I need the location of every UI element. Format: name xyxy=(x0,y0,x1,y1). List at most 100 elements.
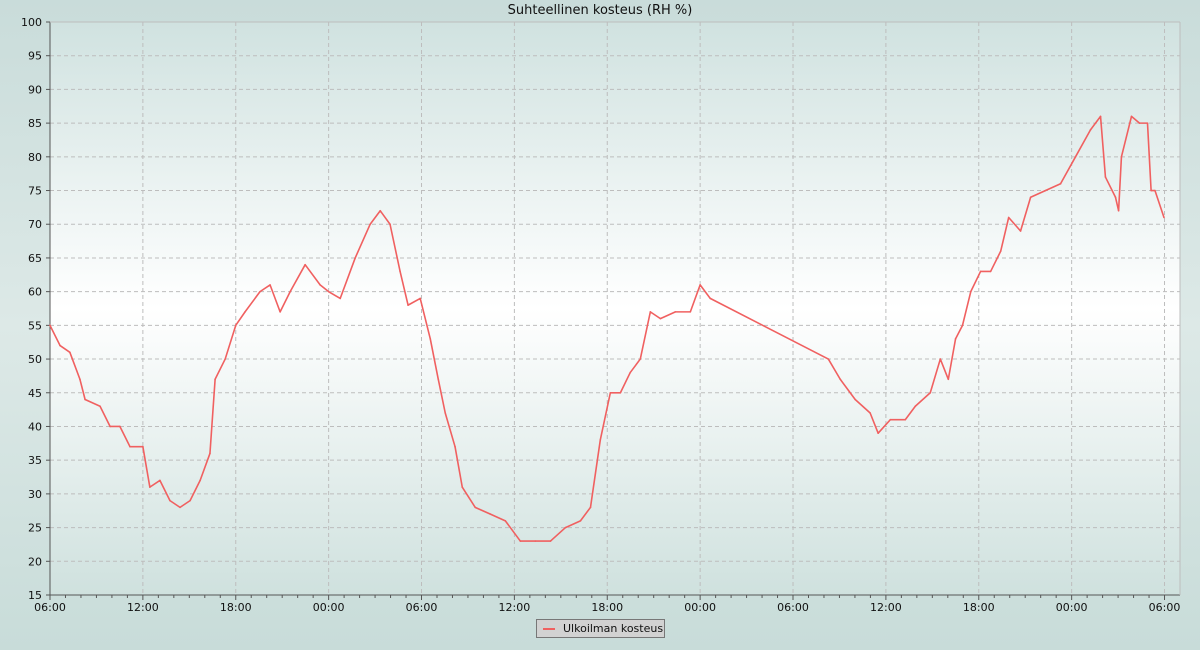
data-point xyxy=(1074,156,1077,158)
data-point xyxy=(1089,129,1092,131)
data-point xyxy=(1019,230,1022,232)
data-point xyxy=(149,486,151,488)
data-point xyxy=(339,297,342,300)
data-point xyxy=(869,412,871,414)
data-point xyxy=(289,290,291,293)
x-tick-label: 06:00 xyxy=(34,601,66,614)
chart-title: Suhteellinen kosteus (RH %) xyxy=(507,3,693,18)
x-tick-label: 12:00 xyxy=(127,601,159,614)
data-point xyxy=(1154,189,1156,192)
data-point xyxy=(689,311,692,313)
data-point xyxy=(954,338,957,340)
x-tick-label: 06:00 xyxy=(777,601,809,614)
data-point xyxy=(444,412,447,414)
data-point xyxy=(1007,216,1010,219)
data-point xyxy=(454,445,456,448)
data-point xyxy=(961,324,964,327)
data-point xyxy=(209,452,211,455)
data-point xyxy=(1114,196,1117,199)
data-point xyxy=(419,297,422,300)
y-tick-label: 100 xyxy=(21,16,42,29)
series-layer xyxy=(49,115,1165,542)
data-point xyxy=(534,540,537,542)
data-point xyxy=(1104,176,1107,178)
x-tick-label: 00:00 xyxy=(1056,601,1088,614)
data-point xyxy=(1029,196,1032,199)
data-point xyxy=(609,391,612,394)
y-tick-label: 45 xyxy=(28,387,42,400)
data-point xyxy=(579,520,582,522)
data-point xyxy=(279,311,281,313)
data-point xyxy=(649,311,652,313)
data-point xyxy=(354,257,357,259)
data-point xyxy=(1150,189,1152,192)
data-point xyxy=(461,486,464,488)
data-point xyxy=(1146,122,1149,124)
data-point xyxy=(99,405,101,408)
y-tick-label: 20 xyxy=(28,555,42,568)
data-point xyxy=(979,270,982,273)
data-point xyxy=(389,223,391,226)
data-point xyxy=(827,358,830,360)
data-point xyxy=(549,540,552,542)
data-point xyxy=(1059,182,1062,185)
data-point xyxy=(129,445,131,448)
data-point xyxy=(854,398,856,401)
y-tick-label: 85 xyxy=(28,117,42,130)
data-point xyxy=(839,378,842,381)
data-point xyxy=(159,479,161,482)
data-point xyxy=(519,540,522,542)
y-tick-label: 25 xyxy=(28,522,42,535)
data-point xyxy=(1130,115,1133,118)
data-point xyxy=(327,290,330,293)
data-point xyxy=(674,311,677,313)
x-tick-label: 06:00 xyxy=(1149,601,1181,614)
y-tick-label: 95 xyxy=(28,50,42,63)
data-point xyxy=(199,479,201,482)
data-point xyxy=(599,439,602,441)
data-point xyxy=(49,324,51,327)
y-tick-label: 50 xyxy=(28,353,42,366)
data-point xyxy=(639,358,642,360)
y-tick-label: 35 xyxy=(28,454,42,467)
data-point xyxy=(304,263,306,266)
y-tick-label: 60 xyxy=(28,286,42,299)
data-point xyxy=(319,284,321,286)
data-point xyxy=(914,405,917,408)
y-tick-label: 70 xyxy=(28,218,42,231)
data-point xyxy=(119,425,121,428)
y-tick-label: 30 xyxy=(28,488,42,501)
data-point xyxy=(489,513,492,515)
data-point xyxy=(429,338,432,340)
data-point xyxy=(369,223,371,226)
data-point xyxy=(877,432,879,435)
y-tick-label: 90 xyxy=(28,83,42,96)
data-point xyxy=(1099,115,1102,118)
data-point xyxy=(989,270,992,273)
data-point xyxy=(904,418,907,421)
x-tick-label: 18:00 xyxy=(220,601,252,614)
data-point xyxy=(269,284,271,286)
data-point xyxy=(234,324,237,327)
data-point xyxy=(1117,209,1120,212)
x-tick-label: 00:00 xyxy=(313,601,345,614)
legend: Ulkoilman kosteus xyxy=(536,619,665,638)
data-point xyxy=(939,358,942,360)
data-point xyxy=(84,398,86,401)
data-point xyxy=(407,304,409,306)
data-point xyxy=(79,378,81,381)
data-point xyxy=(169,499,171,502)
x-tick-label: 12:00 xyxy=(499,601,531,614)
data-point xyxy=(179,506,181,509)
data-point xyxy=(59,344,61,347)
legend-swatch xyxy=(543,627,555,630)
data-point xyxy=(1163,216,1165,219)
data-point xyxy=(69,351,71,354)
data-point xyxy=(564,526,567,529)
plot-area xyxy=(50,22,1180,595)
x-tick-label: 00:00 xyxy=(684,601,716,614)
data-point xyxy=(109,425,111,428)
data-point xyxy=(142,445,144,448)
data-point xyxy=(969,290,972,293)
data-point xyxy=(709,297,711,300)
